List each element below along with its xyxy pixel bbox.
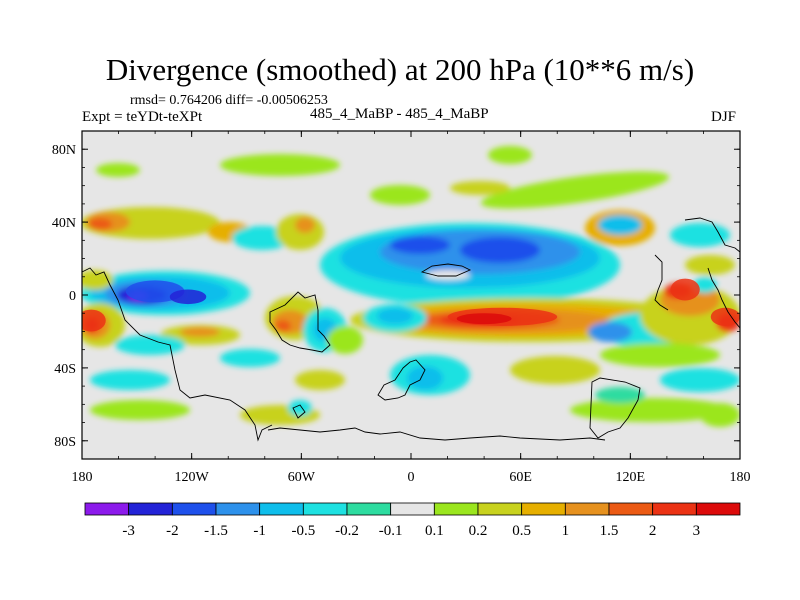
colorbar-label: 1.5 xyxy=(600,523,619,539)
contour-region xyxy=(115,335,185,355)
coastline-path xyxy=(420,263,472,277)
contour-region xyxy=(685,255,735,275)
contour-region xyxy=(595,387,645,403)
lon-tick-label: 120W xyxy=(175,470,210,485)
coastline-path xyxy=(707,267,740,329)
contour-region xyxy=(407,366,443,390)
contour-region xyxy=(295,370,345,390)
lon-tick-label: 180 xyxy=(730,470,751,485)
colorbar-label: 0.2 xyxy=(469,523,488,539)
contour-region xyxy=(450,181,510,195)
contour-region xyxy=(670,223,730,247)
contour-region xyxy=(180,327,220,337)
contour-region xyxy=(96,163,140,177)
lat-tick-label: 40N xyxy=(52,216,76,231)
contour-region xyxy=(588,322,632,342)
colorbar-swatch xyxy=(84,502,130,516)
map-axes: 80N 40N 0 40S 80S 180 120W 60W 0 60E 120E 180 xyxy=(52,130,751,485)
coastline-path xyxy=(269,291,331,353)
lon-tick-label: 180 xyxy=(72,470,93,485)
contour-region xyxy=(600,343,720,367)
colorbar-swatch xyxy=(608,502,654,516)
colorbar-swatch xyxy=(302,502,348,516)
colorbar-swatch xyxy=(695,502,741,516)
coastline-path xyxy=(377,359,426,401)
case-label: 485_4_MaBP - 485_4_MaBP xyxy=(310,106,489,122)
contour-region xyxy=(570,398,730,422)
colorbar-swatch xyxy=(215,502,261,516)
lat-tick-label: 40S xyxy=(54,362,76,377)
contour-region xyxy=(377,308,413,324)
colorbar-label: 1 xyxy=(562,523,570,539)
colorbar-label: 2 xyxy=(649,523,657,539)
colorbar-label: -1.5 xyxy=(204,523,228,539)
contour-region xyxy=(220,349,280,367)
lat-tick-label: 0 xyxy=(69,289,76,304)
coastline-path xyxy=(267,427,606,441)
strong-anomaly-cores xyxy=(82,278,740,332)
colorbar-swatch xyxy=(433,502,479,516)
colorbar-label: 3 xyxy=(693,523,701,539)
anomaly-core xyxy=(456,313,512,325)
anomaly-core xyxy=(82,309,106,332)
contour-region xyxy=(426,270,470,280)
anomaly-core xyxy=(710,307,740,326)
lon-tick-label: 120E xyxy=(616,470,646,485)
contour-region xyxy=(90,370,170,390)
contour-region xyxy=(220,154,340,176)
contour-region xyxy=(510,356,600,384)
coastline-path xyxy=(82,267,273,442)
contour-region xyxy=(275,320,291,332)
coastline-path xyxy=(684,217,740,253)
colorbar-label: -1 xyxy=(253,523,266,539)
contour-region xyxy=(288,400,312,416)
divergence-field xyxy=(82,131,740,459)
rmsd-diff-stats: rmsd= 0.764206 diff= -0.00506253 xyxy=(130,93,328,108)
colorbar-label: -0.1 xyxy=(379,523,403,539)
colorbar-swatch xyxy=(652,502,697,516)
lat-tick-label: 80S xyxy=(54,435,76,450)
colorbar-label: -2 xyxy=(166,523,179,539)
coastline-path xyxy=(654,254,669,311)
colorbar-swatch xyxy=(521,502,566,516)
colorbar-swatch xyxy=(128,502,173,516)
colorbar-swatch xyxy=(346,502,392,516)
colorbar-swatch xyxy=(259,502,304,516)
contour-region xyxy=(88,218,112,230)
colorbar-swatch xyxy=(171,502,217,516)
colorbar-swatch xyxy=(564,502,610,516)
experiment-label: Expt = teYDt-teXPt xyxy=(82,109,203,125)
contour-region xyxy=(90,400,190,420)
colorbar-label: 0.1 xyxy=(425,523,444,539)
lon-tick-label: 0 xyxy=(408,470,415,485)
coastline-path xyxy=(292,404,306,419)
lon-tick-label: 60W xyxy=(288,470,316,485)
lat-tick-label: 80N xyxy=(52,143,76,158)
coastline-path xyxy=(589,377,641,439)
contour-region xyxy=(370,185,430,205)
colorbar-label: 0.5 xyxy=(512,523,531,539)
contour-region xyxy=(327,326,363,354)
coastlines xyxy=(82,217,740,442)
colorbar-swatch xyxy=(390,502,435,516)
contour-region xyxy=(460,237,540,263)
colorbar-swatch xyxy=(477,502,523,516)
contour-region xyxy=(660,368,740,392)
lon-tick-label: 60E xyxy=(509,470,532,485)
contour-region xyxy=(598,215,642,235)
colorbar-label: -3 xyxy=(122,523,135,539)
contour-region xyxy=(700,403,740,427)
colorbar-label: -0.2 xyxy=(335,523,359,539)
contour-region xyxy=(480,171,670,209)
anomaly-core xyxy=(169,289,207,305)
contour-region xyxy=(488,146,532,164)
plot-title: Divergence (smoothed) at 200 hPa (10**6 … xyxy=(105,52,695,87)
contour-region xyxy=(295,217,315,233)
anomaly-core xyxy=(670,278,700,301)
season-label: DJF xyxy=(711,109,737,125)
colorbar-label: -0.5 xyxy=(291,523,315,539)
colorbar: -3 -2 -1.5 -1 -0.5 -0.2 -0.1 0.1 0.2 0.5 1 1.5 2 3 xyxy=(84,502,741,539)
contour-region xyxy=(390,236,450,254)
